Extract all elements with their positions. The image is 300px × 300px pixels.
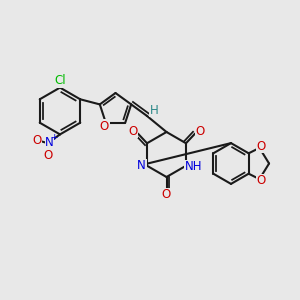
Text: Cl: Cl [54,74,66,88]
Text: O: O [256,140,266,153]
Text: O: O [32,134,41,147]
Text: N: N [137,159,146,172]
Text: O: O [44,149,52,162]
Text: H: H [150,104,159,117]
Text: O: O [129,125,138,138]
Text: O: O [256,174,266,188]
Text: +: + [50,133,58,142]
Text: N: N [45,136,54,149]
Text: O: O [100,120,109,133]
Text: NH: NH [185,160,202,173]
Text: O: O [195,125,204,138]
Text: O: O [162,188,171,202]
